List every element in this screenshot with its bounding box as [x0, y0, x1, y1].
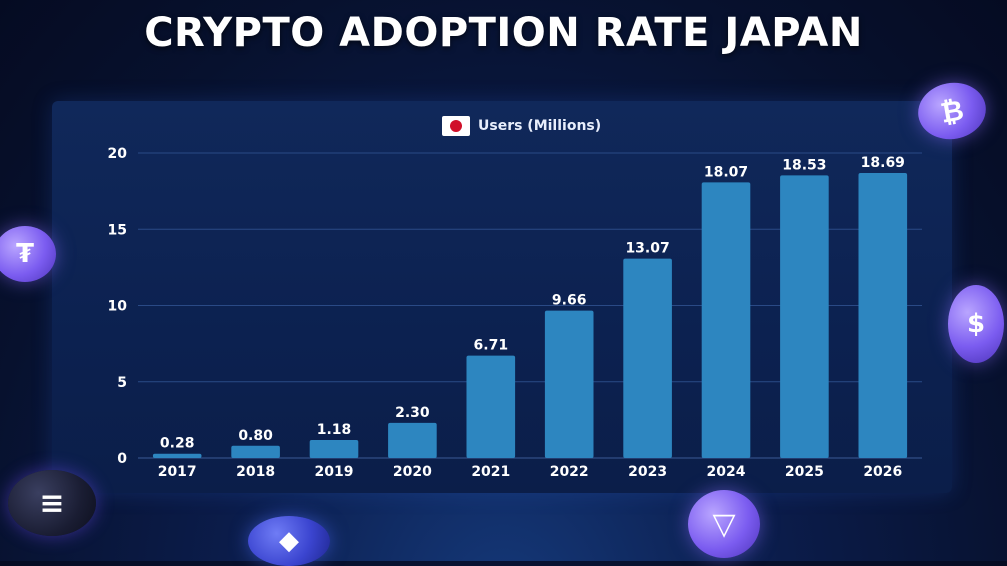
chart-legend: Users (Millions)	[442, 115, 601, 137]
bar-value-label: 18.69	[861, 155, 905, 171]
y-tick-label: 15	[108, 222, 127, 238]
japan-flag-icon	[442, 116, 470, 136]
bar	[701, 182, 751, 458]
bar	[231, 445, 280, 458]
bar	[309, 440, 359, 458]
y-tick-label: 5	[117, 375, 127, 391]
y-tick-label: 10	[108, 299, 128, 315]
solana-coin-icon: ≡	[8, 470, 96, 536]
x-tick-label: 2023	[628, 464, 667, 480]
bar-value-label: 1.18	[317, 422, 352, 438]
x-tick-label: 2018	[236, 464, 275, 480]
tron-coin-icon: ▽	[688, 490, 760, 558]
bar-value-label: 0.80	[238, 428, 273, 444]
bar-value-label: 9.66	[552, 293, 587, 309]
ethereum-coin-icon: ◆	[248, 516, 330, 566]
bar-value-label: 13.07	[625, 241, 669, 257]
bar-value-label: 18.53	[782, 157, 826, 173]
bar-value-label: 0.28	[160, 436, 195, 452]
x-tick-label: 2017	[158, 464, 197, 480]
bar	[152, 453, 202, 458]
bar-value-label: 6.71	[474, 338, 509, 354]
x-tick-label: 2024	[707, 464, 746, 480]
x-tick-label: 2019	[315, 464, 354, 480]
bar	[544, 310, 594, 458]
y-tick-label: 20	[108, 146, 128, 162]
bar-value-label: 2.30	[395, 405, 430, 421]
bar	[623, 258, 672, 458]
x-tick-label: 2026	[863, 464, 902, 480]
x-tick-label: 2022	[550, 464, 589, 480]
usdc-coin-icon: $	[948, 285, 1004, 363]
tether-coin-icon: ₮	[0, 226, 56, 282]
bar	[780, 175, 829, 459]
bar	[858, 172, 908, 459]
bar	[388, 422, 437, 458]
chart-title: CRYPTO ADOPTION RATE JAPAN	[144, 10, 863, 56]
legend-label: Users (Millions)	[478, 118, 602, 134]
x-tick-label: 2020	[393, 464, 432, 480]
bar-value-label: 18.07	[704, 164, 748, 180]
x-tick-label: 2025	[785, 464, 824, 480]
bar	[466, 355, 516, 458]
y-tick-label: 0	[117, 451, 127, 467]
x-tick-label: 2021	[471, 464, 510, 480]
